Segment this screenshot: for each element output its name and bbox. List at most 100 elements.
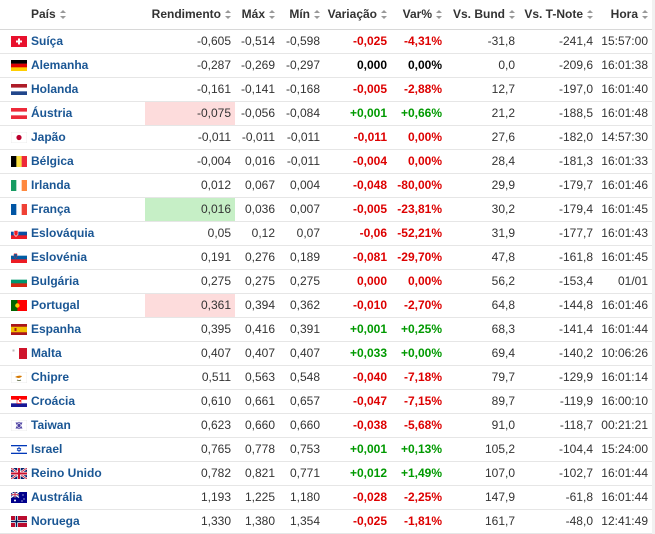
change-cell: 0,000 — [324, 269, 391, 294]
header-yield[interactable]: Rendimento — [145, 0, 235, 30]
max-cell: 0,016 — [235, 149, 279, 174]
table-row[interactable]: Israel 0,765 0,778 0,753 +0,001 +0,13% 105,2 -1… — [0, 437, 652, 462]
pct-change-cell: -5,68% — [391, 413, 446, 438]
table-row[interactable]: Bélgica -0,004 0,016 -0,011 -0,004 0,00% 28,4-… — [0, 149, 652, 174]
table-row[interactable]: Irlanda 0,012 0,067 0,004 -0,048 -80,00% 29,9-… — [0, 173, 652, 198]
header-change[interactable]: Variação — [324, 0, 391, 30]
sort-icon[interactable] — [59, 10, 67, 20]
country-link[interactable]: Reino Unido — [31, 466, 102, 480]
country-link[interactable]: Austrália — [31, 490, 83, 504]
header-max[interactable]: Máx — [235, 0, 279, 30]
header-max-label: Máx — [241, 7, 265, 22]
time-cell: 16:01:44 — [597, 485, 652, 510]
country-link[interactable]: Irlanda — [31, 178, 71, 192]
yield-cell: 0,511 — [145, 365, 235, 390]
vs-bund-cell: 47,8 — [446, 245, 519, 270]
country-cell: Malta — [31, 341, 145, 366]
sort-icon[interactable] — [587, 10, 594, 20]
sort-icon[interactable] — [436, 10, 443, 20]
change-cell: -0,040 — [324, 365, 391, 390]
country-link[interactable]: Alemanha — [31, 58, 89, 72]
country-link[interactable]: Suíça — [31, 34, 64, 48]
table-row[interactable]: Eslováquia 0,05 0,12 0,07 -0,06 -52,21% 31,9 -1… — [0, 221, 652, 246]
sort-icon[interactable] — [642, 10, 649, 20]
header-vs-bund-label: Vs. Bund — [452, 7, 505, 22]
yield-cell: 0,191 — [145, 245, 235, 270]
pct-change-cell: +1,49% — [391, 461, 446, 486]
table-row[interactable]: Bulgária 0,275 0,275 0,275 0,000 0,00% 56,2 -15… — [0, 269, 652, 294]
country-link[interactable]: Malta — [31, 346, 62, 360]
sort-icon[interactable] — [225, 10, 232, 20]
max-cell: 1,225 — [235, 485, 279, 510]
table-row[interactable]: Austrália 1,193 1,225 1,180 -0,028 -2,25% 147,… — [0, 485, 652, 510]
header-time[interactable]: Hora — [597, 0, 652, 30]
country-link[interactable]: Chipre — [31, 370, 70, 384]
table-row[interactable]: Espanha 0,395 0,416 0,391 +0,001 +0,25% 68,3 -1… — [0, 317, 652, 342]
country-link[interactable]: Noruega — [31, 514, 80, 528]
country-link[interactable]: Croácia — [31, 394, 76, 408]
flag-cell — [0, 485, 31, 510]
sort-icon[interactable] — [509, 10, 516, 20]
table-row[interactable]: Suíça -0,605 -0,514 -0,598 -0,025 -4,31% -31,8… — [0, 29, 652, 54]
country-link[interactable]: Holanda — [31, 82, 79, 96]
table-row[interactable]: Croácia 0,610 0,661 0,657 -0,047 -7,15% 89,7 -1… — [0, 389, 652, 414]
vs-tnote-cell: -179,7 — [519, 173, 597, 198]
country-link[interactable]: Taiwan — [31, 418, 71, 432]
table-row[interactable]: Malta 0,407 0,407 0,407 +0,033 +0,00% 69,4 -140… — [0, 341, 652, 366]
vs-bund-cell: 12,7 — [446, 77, 519, 102]
header-pct[interactable]: Var% — [391, 0, 446, 30]
country-link[interactable]: Portugal — [31, 298, 80, 312]
table-row[interactable]: Reino Unido 0,782 0,821 0,771 +0,012 +1,49% 10… — [0, 461, 652, 486]
yield-cell: 0,407 — [145, 341, 235, 366]
country-link[interactable]: Japão — [31, 130, 66, 144]
time-cell: 16:01:48 — [597, 101, 652, 126]
sort-icon[interactable] — [314, 10, 321, 20]
table-row[interactable]: Holanda -0,161 -0,141 -0,168 -0,005 -2,88% 12,… — [0, 77, 652, 102]
min-cell: 0,407 — [279, 341, 324, 366]
vs-tnote-cell: -153,4 — [519, 269, 597, 294]
sort-icon[interactable] — [381, 10, 388, 20]
country-link[interactable]: Espanha — [31, 322, 82, 336]
flag-cell — [0, 389, 31, 414]
table-row[interactable]: Portugal 0,361 0,394 0,362 -0,010 -2,70% 64,8-… — [0, 293, 652, 318]
pct-change-cell: -1,81% — [391, 509, 446, 534]
country-cell: Austrália — [31, 485, 145, 510]
table-row[interactable]: Taiwan 0,623 0,660 0,660 -0,038 -5,68% 91,0 -11… — [0, 413, 652, 438]
header-min[interactable]: Mín — [279, 0, 324, 30]
change-cell: -0,004 — [324, 149, 391, 174]
table-row[interactable]: Eslovénia 0,191 0,276 0,189 -0,081 -29,70% 47,… — [0, 245, 652, 270]
header-country[interactable]: País — [31, 0, 145, 30]
vs-bund-cell: 89,7 — [446, 389, 519, 414]
table-row[interactable]: Chipre 0,511 0,563 0,548 -0,040 -7,18% 79,7 -12… — [0, 365, 652, 390]
time-cell: 00:21:21 — [597, 413, 652, 438]
min-cell: 0,660 — [279, 413, 324, 438]
country-link[interactable]: Eslováquia — [31, 226, 95, 240]
table-row[interactable]: França 0,016 0,036 0,007 -0,005 -23,81% 30,2 -1… — [0, 197, 652, 222]
table-row[interactable]: Áustria -0,075 -0,056 -0,084 +0,001 +0,66% 21,… — [0, 101, 652, 126]
vertical-scrollbar[interactable] — [652, 0, 655, 534]
country-link[interactable]: Bulgária — [31, 274, 80, 288]
country-link[interactable]: Áustria — [31, 106, 73, 120]
change-cell: -0,025 — [324, 509, 391, 534]
sort-icon[interactable] — [269, 10, 276, 20]
malta-flag-icon — [10, 348, 27, 360]
country-link[interactable]: Israel — [31, 442, 63, 456]
pct-change-cell: -7,18% — [391, 365, 446, 390]
pct-change-cell: -2,25% — [391, 485, 446, 510]
yield-cell: 0,016 — [145, 197, 235, 222]
vs-tnote-cell: -181,3 — [519, 149, 597, 174]
change-cell: -0,025 — [324, 29, 391, 54]
table-row[interactable]: Japão -0,011 -0,011 -0,011 -0,011 0,00% 27,6 -1… — [0, 125, 652, 150]
vs-bund-cell: 107,0 — [446, 461, 519, 486]
country-link[interactable]: Bélgica — [31, 154, 74, 168]
country-link[interactable]: França — [31, 202, 71, 216]
country-link[interactable]: Eslovénia — [31, 250, 88, 264]
header-vs-tnote[interactable]: Vs. T-Note — [519, 0, 597, 30]
min-cell: -0,084 — [279, 101, 324, 126]
header-vs-bund[interactable]: Vs. Bund — [446, 0, 519, 30]
vs-tnote-cell: -177,7 — [519, 221, 597, 246]
table-row[interactable]: Noruega 1,330 1,380 1,354 -0,025 -1,81% 161,7-… — [0, 509, 652, 534]
vs-tnote-cell: -102,7 — [519, 461, 597, 486]
table-row[interactable]: Alemanha -0,287 -0,269 -0,297 0,000 0,00% 0,0-… — [0, 53, 652, 78]
vs-tnote-cell: -144,8 — [519, 293, 597, 318]
